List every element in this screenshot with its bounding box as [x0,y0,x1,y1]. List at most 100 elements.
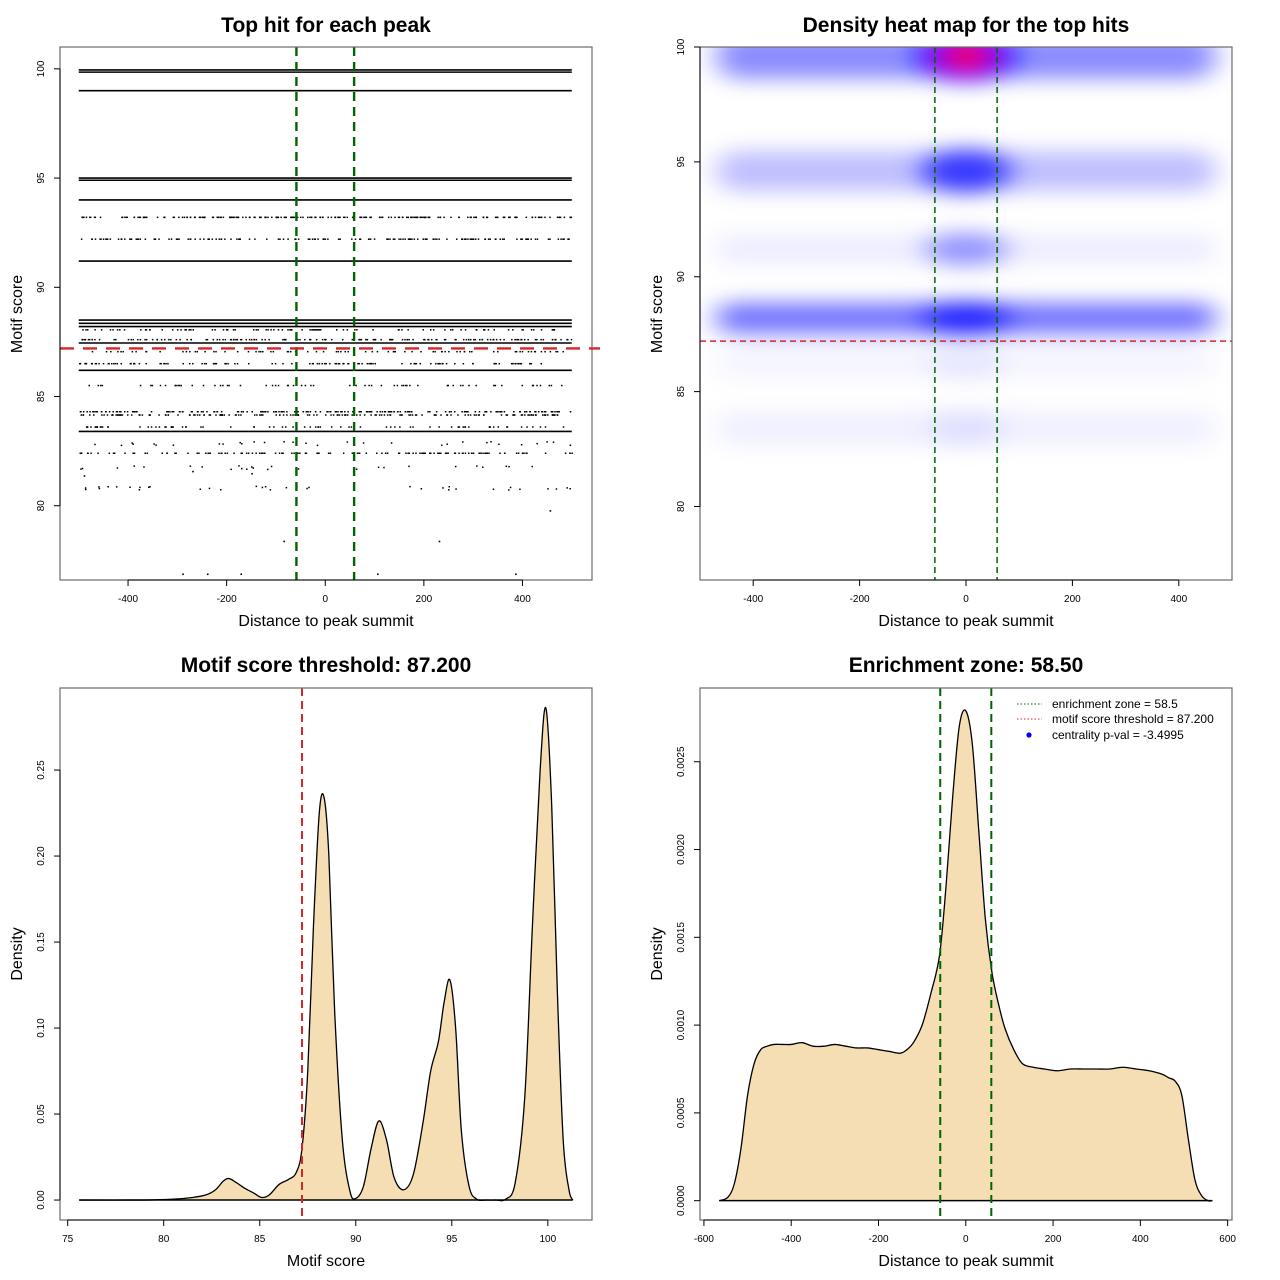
data-point [369,216,372,219]
data-point [438,362,440,365]
data-point [558,410,560,413]
data-point [351,216,354,219]
data-point [170,238,173,240]
data-point [137,338,139,341]
data-point [549,350,552,353]
data-point [309,410,312,413]
data-point [133,452,136,455]
data-point [527,350,530,353]
data-point [439,216,442,219]
data-point [402,238,404,240]
data-point [198,414,201,416]
data-point [373,338,376,341]
data-point [459,384,462,387]
data-point [165,426,167,428]
data-point [84,487,87,489]
data-point [180,384,182,387]
data-point [175,338,178,341]
data-point [291,452,293,455]
data-point [182,362,184,365]
data-point [437,452,439,455]
data-point [88,216,91,219]
data-point [470,238,472,240]
heatmap-hotspot [927,342,1005,382]
data-point [84,338,87,341]
data-point [422,238,424,240]
data-point [329,362,331,365]
y-tick-label: 90 [676,271,687,283]
score-row-points [81,338,573,341]
data-point [441,362,444,365]
data-point [492,338,494,341]
data-point [119,329,121,331]
data-point [397,452,400,455]
data-point [478,410,481,413]
data-point [425,216,427,219]
data-point [221,414,223,416]
data-point [322,350,325,353]
data-point [144,452,146,455]
data-point [520,238,522,240]
data-point [258,216,261,219]
data-point [374,338,377,341]
data-point [434,350,436,353]
data-point [412,426,414,428]
data-point [469,350,471,353]
data-point [563,216,566,219]
data-point [278,410,280,413]
data-point [327,452,330,455]
data-point [401,329,403,331]
data-point [240,338,243,341]
data-point [471,452,473,455]
data-point [237,414,240,416]
data-point [506,414,509,416]
data-point [477,238,480,240]
data-point [394,238,396,240]
data-point [482,216,485,219]
data-point [120,410,122,413]
data-point [337,362,340,365]
data-point [297,238,300,240]
data-point [527,414,529,416]
data-point [255,485,258,488]
data-point [265,329,267,331]
data-point [133,410,136,413]
data-point [344,216,346,219]
data-point [293,452,295,455]
data-point [188,362,191,365]
data-point [90,426,92,428]
data-point [306,350,309,353]
data-point [351,338,354,341]
data-point [362,442,365,444]
data-point [179,338,181,341]
data-point [354,329,356,331]
data-point [453,452,456,455]
data-point [294,238,296,240]
data-point [401,362,403,365]
data-point [424,452,426,455]
data-point [475,384,477,387]
data-point [135,410,138,413]
data-point [389,426,392,428]
data-point [346,216,349,219]
data-point [178,384,181,387]
data-point [181,216,184,219]
data-point [255,350,257,353]
data-point [504,452,506,455]
data-point [319,426,322,428]
data-point [440,414,442,416]
data-point [317,329,319,331]
data-point [190,329,192,331]
data-point [555,488,558,490]
data-point [224,362,226,365]
data-point [224,452,226,455]
data-point [230,468,232,471]
data-point [556,216,559,219]
data-point [455,338,457,341]
data-point [99,384,102,387]
data-point [158,238,160,240]
data-point [132,338,135,341]
data-point [103,414,105,416]
data-point [141,414,144,416]
data-point [465,338,468,341]
